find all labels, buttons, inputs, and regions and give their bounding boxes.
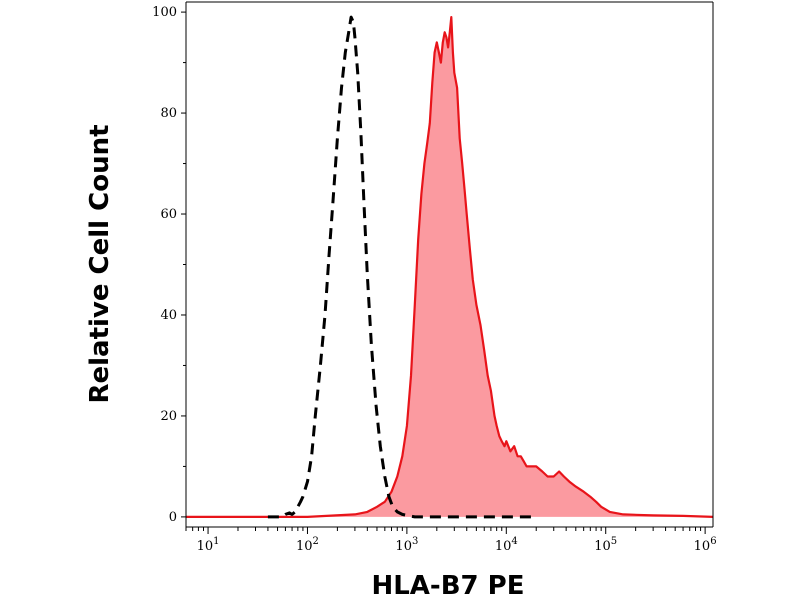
y-tick-label-20: 20 bbox=[160, 409, 177, 424]
x-tick-label-5: 105 bbox=[594, 536, 617, 554]
series-1-area bbox=[186, 17, 713, 517]
y-tick-label-100: 100 bbox=[152, 5, 177, 20]
x-axis-title: HLA-B7 PE bbox=[371, 571, 524, 600]
y-tick-label-0: 0 bbox=[169, 510, 177, 525]
y-tick-label-60: 60 bbox=[160, 207, 177, 222]
x-tick-label-6: 106 bbox=[694, 536, 717, 554]
x-tick-label-3: 103 bbox=[395, 536, 418, 554]
series-0-line bbox=[267, 15, 537, 519]
x-tick-label-4: 104 bbox=[495, 536, 518, 554]
plot-area: 0 20 40 60 80 100 101 102 103 104 105 106 bbox=[152, 1, 717, 554]
series-1-line bbox=[186, 16, 714, 518]
y-tick-label-80: 80 bbox=[160, 106, 177, 121]
x-tick-label-1: 101 bbox=[197, 536, 220, 554]
y-tick-label-40: 40 bbox=[160, 308, 177, 323]
y-axis-title: Relative Cell Count bbox=[85, 124, 115, 403]
x-tick-label-2: 102 bbox=[296, 536, 319, 554]
